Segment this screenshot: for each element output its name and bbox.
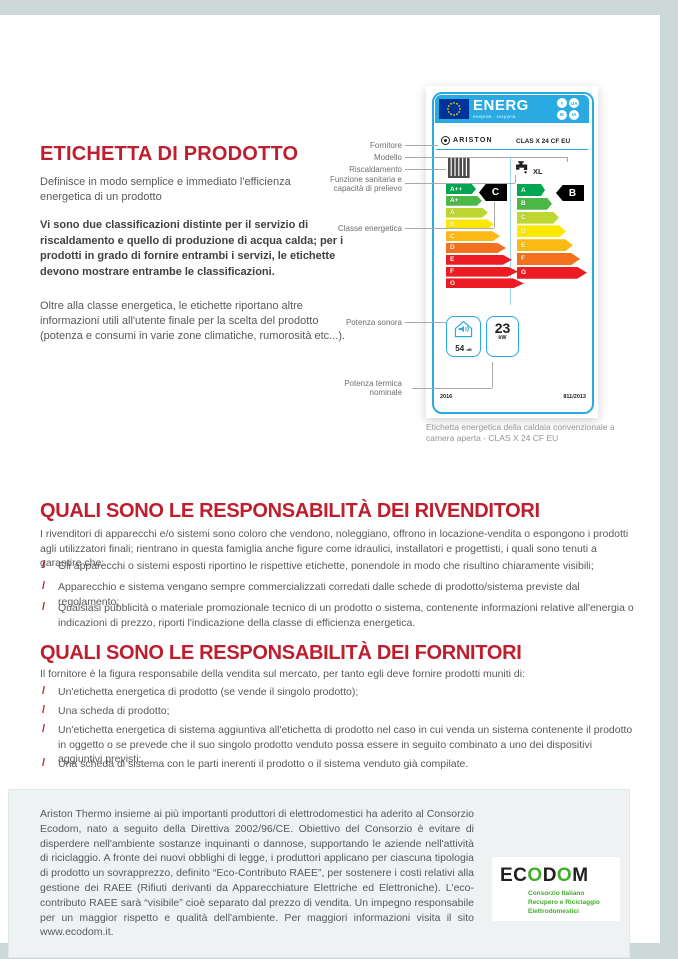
ecodom-subtitle: Elettrodomestici (528, 908, 579, 915)
bullet-item: Un'etichetta energetica di prodotto (se … (58, 686, 359, 698)
intro-paragraph-3: Oltre alla classe energetica, le etichet… (40, 300, 346, 342)
section-intro-fornitori: Il fornitore è la figura responsabile de… (40, 668, 526, 680)
bullet-item: Apparecchio e sistema vengano sempre com… (58, 581, 580, 608)
annotation-line (567, 157, 568, 162)
column-divider-line (510, 157, 511, 305)
bullet-mark: / (42, 559, 46, 571)
bullet-item: Una scheda di sistema con le parti inere… (58, 758, 469, 770)
annotation-line (515, 175, 516, 183)
section-heading-fornitori: QUALI SONO LE RESPONSABILITÀ DEI FORNITO… (40, 642, 522, 664)
energ-badge: IJA (569, 98, 579, 108)
page-title: ETICHETTA DI PRODOTTO (40, 143, 299, 165)
dhw-class-indicator: B (556, 185, 584, 201)
supplier-row: ARISTON (441, 136, 493, 145)
annotation-line (405, 157, 567, 158)
energy-class-D: D (517, 225, 566, 238)
energy-class-A: A (517, 184, 545, 196)
energy-class-F: F (517, 252, 580, 265)
energy-class-E: E (446, 254, 512, 265)
annotation-riscaldamento: Riscaldamento (349, 165, 402, 174)
annotation-line (405, 228, 494, 229)
energ-wordmark: ENERG (473, 97, 529, 114)
figure-caption: Etichetta energetica della caldaia conve… (426, 422, 615, 443)
sound-power-value: 54 dB (455, 344, 472, 353)
energy-class-A: A (446, 207, 488, 218)
annotation-line (405, 145, 438, 146)
annotation-line (405, 322, 446, 323)
energy-class-C: C (446, 231, 500, 242)
bullet-mark: / (42, 704, 46, 716)
document-sheet: ETICHETTA DI PRODOTTO Definisce in modo … (0, 15, 660, 958)
ecodom-logo: ECODOM Consorzio Italiano Recupero e Ric… (492, 857, 620, 921)
annotation-fornitore: Fornitore (369, 141, 402, 150)
bullet-mark: / (42, 757, 46, 769)
water-tap-icon (514, 160, 532, 181)
energy-class-B: B (446, 219, 494, 230)
energ-badge: IA (569, 109, 579, 120)
heating-class-indicator: C (479, 184, 507, 201)
annotation-line (405, 183, 515, 184)
eu-flag-icon (439, 99, 469, 119)
intro-paragraph-2: Vi sono due classificazioni distinte per… (40, 219, 344, 278)
annotation-classe-energetica: Classe energetica (337, 224, 402, 233)
annotation-line (494, 202, 495, 228)
energy-class-G: G (446, 278, 524, 289)
label-year: 2016 (440, 394, 453, 400)
ecodom-subtitle: Recupero e Riciclaggio (528, 899, 600, 906)
heat-output-box: 23 kW (486, 316, 519, 357)
bullet-mark: / (42, 723, 46, 735)
ecodom-wordmark: ECODOM (500, 865, 589, 886)
energy-class-G: G (517, 266, 587, 279)
energy-class-F: F (446, 266, 518, 277)
annotation-line (492, 362, 493, 388)
heat-output-unit: kW (498, 335, 507, 341)
annotation-line (405, 169, 446, 170)
supplier-name: ARISTON (453, 137, 493, 144)
energ-badge: Y (557, 98, 567, 108)
sound-power-box: 54 dB (446, 316, 481, 357)
section-heading-rivenditori: QUALI SONO LE RESPONSABILITÀ DEI RIVENDI… (40, 500, 540, 522)
dhw-capacity-label: XL (533, 167, 543, 176)
bullet-item: Un'etichetta energetica di sistema aggiu… (58, 724, 633, 765)
annotation-potenza-termica: Potenza termica nominale (344, 379, 402, 397)
intro-paragraph-1: Definisce in modo semplice e immediato l… (40, 176, 291, 203)
energ-badge: IE (557, 109, 567, 120)
ecodom-subtitle: Consorzio Italiano (528, 890, 585, 897)
energy-class-A++: A++ (446, 184, 476, 194)
annotation-modello: Modello (373, 153, 402, 162)
footer-paragraph: Ariston Thermo insieme ai più importanti… (40, 808, 474, 939)
energy-class-E: E (517, 239, 573, 252)
annotation-potenza-sonora: Potenza sonora (345, 318, 402, 327)
energy-class-A+: A+ (446, 195, 482, 206)
label-divider-line (436, 149, 588, 150)
bullet-mark: / (42, 685, 46, 697)
annotation-line (412, 388, 492, 389)
energy-class-B: B (517, 197, 552, 210)
sound-house-icon (454, 320, 473, 338)
heating-radiator-icon (447, 156, 473, 187)
energy-class-D: D (446, 242, 506, 253)
section-intro-rivenditori: I rivenditori di apparecchi e/o sistemi … (40, 528, 629, 569)
bullet-item: Una scheda di prodotto; (58, 705, 170, 717)
heating-energy-scale: A++ A+ A B C D E F G (446, 184, 524, 290)
ariston-logo-icon (441, 136, 450, 145)
energy-label-border (432, 92, 594, 414)
energ-language-badges: Y IJA IE IA (557, 98, 589, 120)
bullet-mark: / (42, 580, 46, 592)
annotation-funzione-sanitaria: Funzione sanitaria e capacità di preliev… (329, 175, 402, 193)
label-regulation: 811/2013 (563, 394, 586, 400)
energy-class-C: C (517, 211, 559, 224)
energ-subtitle: енергия · ενεργεια (473, 114, 516, 119)
bullet-item: Qualsiasi pubblicità o materiale promozi… (58, 602, 634, 629)
bullet-mark: / (42, 601, 46, 613)
bullet-item: Gli apparecchi o sistemi esposti riporti… (58, 560, 594, 572)
heat-output-value: 23 (494, 320, 511, 336)
model-name: CLAS X 24 CF EU (516, 138, 571, 145)
